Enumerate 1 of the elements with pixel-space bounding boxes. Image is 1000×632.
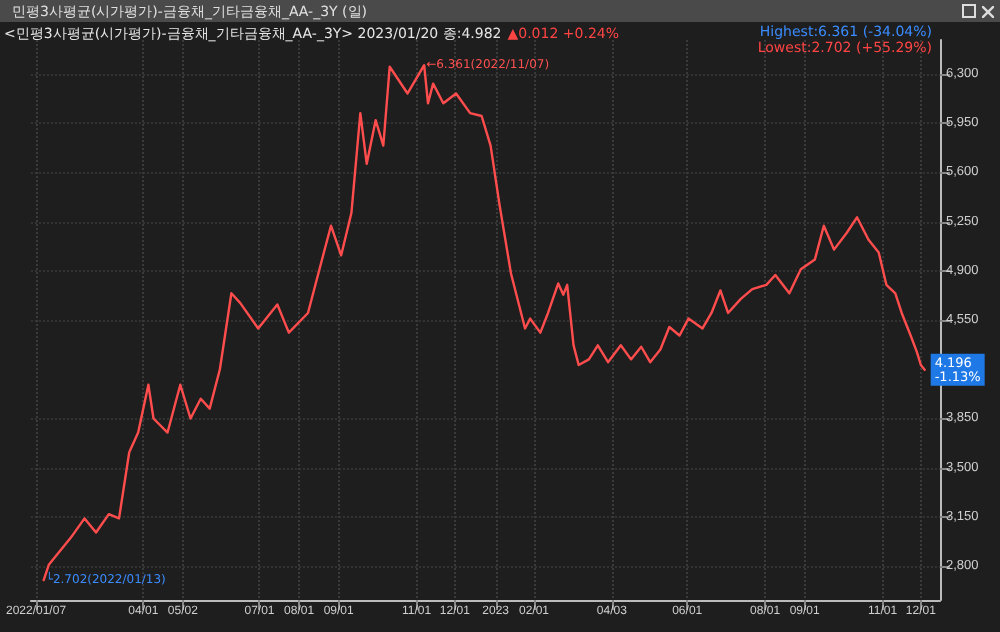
line-series	[42, 63, 926, 582]
